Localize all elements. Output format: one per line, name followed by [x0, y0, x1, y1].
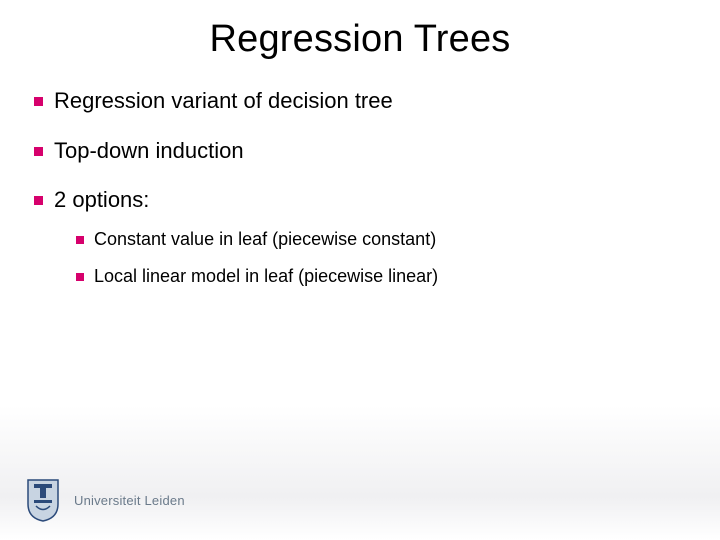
sub-bullet-item: Local linear model in leaf (piecewise li… — [76, 265, 692, 288]
sub-bullet-list: Constant value in leaf (piecewise consta… — [54, 228, 692, 289]
bullet-list: Regression variant of decision tree Top-… — [28, 87, 692, 288]
bullet-item: Top-down induction — [34, 137, 692, 165]
sub-bullet-item: Constant value in leaf (piecewise consta… — [76, 228, 692, 251]
bullet-text: Regression variant of decision tree — [54, 88, 393, 113]
footer-logo-area: Universiteit Leiden — [26, 478, 185, 522]
bullet-text: 2 options: — [54, 187, 149, 212]
sub-bullet-text: Local linear model in leaf (piecewise li… — [94, 266, 438, 286]
bullet-item: 2 options: Constant value in leaf (piece… — [34, 186, 692, 288]
sub-bullet-text: Constant value in leaf (piecewise consta… — [94, 229, 436, 249]
university-name: Universiteit Leiden — [74, 493, 185, 508]
slide-title: Regression Trees — [28, 18, 692, 61]
university-crest-icon — [26, 478, 60, 522]
slide-container: Regression Trees Regression variant of d… — [0, 0, 720, 540]
bullet-item: Regression variant of decision tree — [34, 87, 692, 115]
bullet-text: Top-down induction — [54, 138, 244, 163]
